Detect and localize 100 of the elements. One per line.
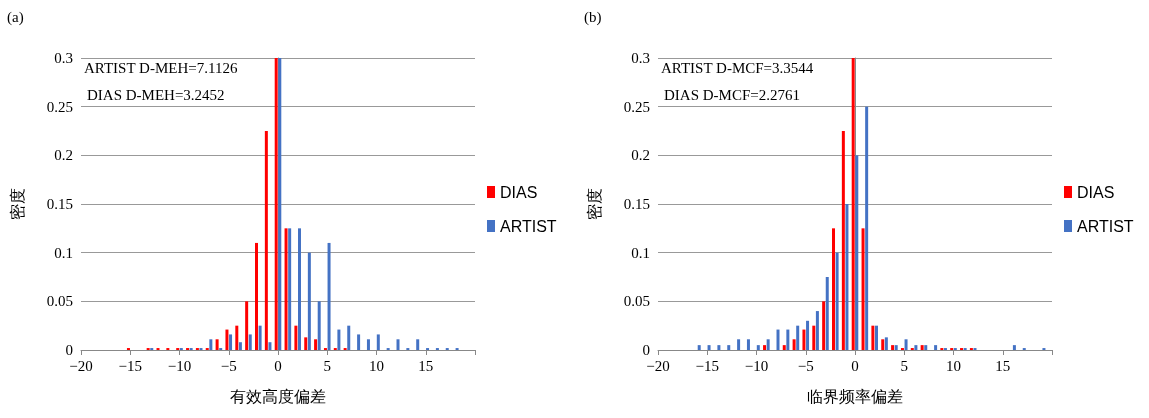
bar	[746, 339, 750, 350]
bar	[865, 106, 869, 350]
bar	[235, 325, 239, 350]
bar	[347, 325, 351, 350]
bar	[258, 325, 262, 350]
bar	[317, 301, 321, 350]
bar	[215, 339, 219, 350]
legend-label: DIAS	[1077, 183, 1115, 201]
bar	[806, 320, 810, 350]
x-tick-label: 0	[274, 357, 282, 374]
x-tick-label: 15	[418, 357, 434, 374]
bar	[337, 329, 341, 350]
bar	[904, 339, 908, 350]
bar	[248, 334, 252, 350]
bar	[288, 228, 292, 350]
bar	[255, 242, 258, 350]
bar	[920, 345, 924, 350]
bar	[871, 325, 875, 350]
y-tick-label: 0	[642, 342, 650, 358]
x-tick-label: −5	[797, 357, 814, 374]
y-tick-label: 0.15	[46, 196, 73, 212]
x-tick-label: 10	[369, 357, 384, 374]
y-tick-label: 0.05	[623, 293, 650, 310]
bar	[357, 334, 361, 350]
bar	[756, 345, 760, 350]
legend-label: ARTIST	[500, 217, 557, 235]
y-tick-label: 0.2	[631, 147, 650, 164]
annotation: DIAS D-MEH=3.2452	[87, 86, 225, 103]
bar	[268, 342, 272, 350]
bar	[786, 329, 790, 350]
bar	[782, 345, 786, 350]
x-tick-label: −10	[167, 357, 192, 374]
x-tick-label: 5	[900, 357, 908, 374]
bar	[225, 329, 229, 350]
annotation: DIAS D-MCF=2.2761	[664, 86, 800, 103]
bar	[697, 345, 701, 350]
chart-title: (a)	[7, 8, 24, 26]
bar	[416, 339, 420, 350]
bar	[727, 345, 731, 350]
bar	[314, 339, 318, 350]
y-axis-title: 密度	[585, 188, 603, 220]
bar	[815, 311, 819, 350]
y-tick-label: 0.2	[54, 147, 73, 164]
y-tick-label: 0.3	[54, 50, 73, 66]
bar	[792, 339, 796, 350]
annotation: ARTIST D-MEH=7.1126	[84, 59, 238, 76]
x-tick-label: −15	[118, 357, 142, 374]
y-tick-label: 0.25	[623, 98, 650, 115]
bar	[825, 277, 829, 350]
bar	[238, 342, 242, 350]
bar	[855, 155, 859, 350]
x-tick-label: −15	[695, 357, 719, 374]
bar	[875, 325, 878, 350]
y-tick-label: 0.1	[631, 244, 650, 261]
chart-title: (b)	[584, 8, 602, 26]
bar	[284, 228, 288, 350]
bar	[737, 339, 741, 350]
bar	[707, 345, 711, 350]
bar	[796, 325, 800, 350]
bar	[229, 334, 233, 350]
bar	[304, 337, 308, 350]
bar	[366, 339, 370, 350]
bar	[396, 339, 400, 350]
bar	[763, 345, 767, 350]
bar	[245, 301, 249, 350]
x-tick-label: −5	[220, 357, 237, 374]
legend-label: ARTIST	[1077, 217, 1134, 235]
bar	[914, 345, 918, 350]
y-tick-label: 0.05	[46, 293, 73, 310]
bar	[209, 339, 213, 350]
bar	[776, 329, 780, 350]
x-tick-label: −20	[69, 357, 93, 374]
bar	[717, 345, 721, 350]
y-axis-title: 密度	[8, 188, 26, 220]
bar	[376, 334, 380, 350]
bar	[327, 242, 331, 350]
bar	[298, 228, 301, 350]
bar	[1012, 345, 1016, 350]
x-axis-title: 有效高度偏差	[230, 387, 326, 405]
x-tick-label: 0	[851, 357, 859, 374]
x-tick-label: −10	[744, 357, 769, 374]
bar	[294, 325, 298, 350]
x-tick-label: 10	[946, 357, 961, 374]
y-tick-label: 0.25	[46, 98, 73, 115]
x-tick-label: −20	[646, 357, 670, 374]
annotation: ARTIST D-MCF=3.3544	[661, 59, 814, 76]
bar	[835, 252, 839, 350]
legend-label: DIAS	[500, 183, 538, 201]
x-tick-label: 5	[323, 357, 331, 374]
bar	[845, 204, 849, 350]
y-tick-label: 0.1	[54, 244, 73, 261]
bar	[264, 131, 268, 350]
bar	[766, 339, 770, 350]
bar	[822, 301, 826, 350]
bar	[832, 228, 835, 350]
x-axis-title: 临界频率偏差	[807, 387, 903, 405]
bar	[924, 345, 928, 350]
y-tick-label: 0.15	[623, 196, 650, 212]
bar	[841, 131, 845, 350]
bar	[861, 228, 865, 350]
